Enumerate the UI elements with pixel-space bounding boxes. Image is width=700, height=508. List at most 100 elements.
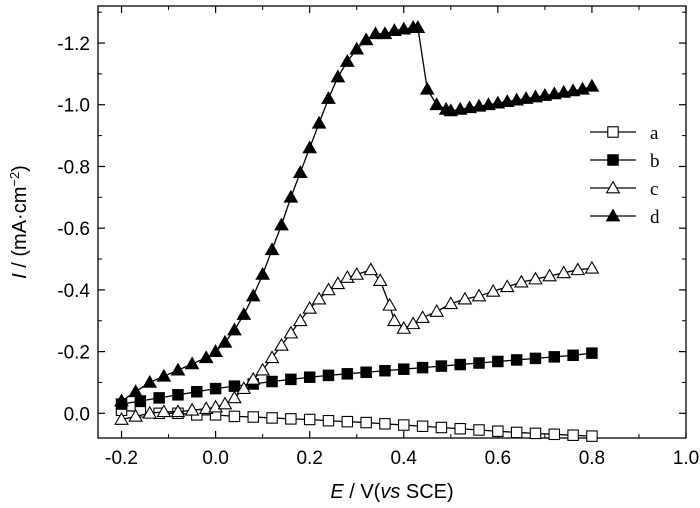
- data-point-a: [473, 424, 485, 436]
- data-point-b: [172, 389, 184, 401]
- y-tick-label: -1.2: [57, 34, 90, 55]
- data-point-b: [435, 360, 448, 372]
- data-point-d: [584, 78, 600, 92]
- data-point-c: [570, 262, 586, 276]
- data-point-a: [322, 414, 335, 427]
- data-point-b: [191, 385, 203, 398]
- data-point-d: [142, 374, 158, 388]
- data-point-a: [435, 421, 448, 434]
- data-point-b: [266, 375, 278, 388]
- data-point-b: [473, 357, 485, 369]
- data-point-c: [156, 404, 172, 418]
- data-point-c: [283, 325, 299, 339]
- x-tick-label: 0.4: [391, 448, 418, 469]
- data-point-d: [283, 189, 299, 203]
- data-point-c: [264, 350, 280, 364]
- data-point-c: [499, 279, 515, 293]
- data-point-d: [184, 356, 200, 370]
- series-b: [115, 347, 598, 410]
- data-point-c: [274, 337, 289, 351]
- series-layer: [114, 20, 600, 442]
- data-point-b: [360, 366, 372, 379]
- data-point-d: [114, 393, 129, 407]
- data-point-a: [303, 413, 316, 426]
- plot-frame: [97, 5, 687, 439]
- data-point-b: [341, 368, 354, 380]
- data-point-d: [410, 20, 426, 33]
- x-tick-label: 0.0: [202, 448, 228, 469]
- y-axis: 0.0 -0.2 -0.4 -0.6 -0.8 -1.0 -1.2: [57, 11, 686, 425]
- data-point-d: [217, 334, 233, 348]
- legend-label-d: d: [650, 207, 660, 228]
- y-tick-label: -0.8: [57, 157, 90, 178]
- data-point-c: [457, 291, 473, 305]
- x-axis-label: E / V(vs SCE): [330, 481, 453, 503]
- x-tick-label: 0.8: [579, 448, 605, 469]
- data-point-c: [405, 316, 421, 330]
- data-point-c: [363, 262, 379, 276]
- legend-label-a: a: [650, 123, 659, 144]
- x-tick-label: 1.0: [673, 448, 699, 469]
- data-point-b: [303, 371, 316, 383]
- legend-label-c: c: [650, 179, 658, 200]
- y-tick-label: -1.0: [57, 96, 90, 117]
- data-point-d: [227, 322, 242, 336]
- data-point-c: [372, 273, 388, 286]
- data-point-d: [302, 140, 318, 154]
- data-point-b: [153, 392, 165, 404]
- data-point-b: [398, 363, 410, 375]
- data-point-c: [311, 291, 327, 305]
- data-point-b: [416, 361, 429, 374]
- x-tick-label: 0.2: [296, 448, 322, 469]
- data-point-d: [321, 91, 336, 104]
- data-point-d: [198, 350, 214, 364]
- data-point-b: [548, 351, 561, 363]
- data-point-c: [556, 265, 572, 279]
- data-point-d: [311, 115, 327, 129]
- legend-marker-d: [605, 208, 621, 222]
- data-point-b: [454, 358, 466, 371]
- x-tick-label: 0.6: [485, 448, 511, 469]
- data-point-b: [586, 347, 598, 359]
- data-point-d: [339, 54, 355, 67]
- data-point-c: [528, 271, 543, 285]
- y-tick-label: -0.4: [57, 281, 90, 302]
- data-point-a: [567, 429, 579, 441]
- data-point-d: [274, 217, 289, 231]
- data-point-a: [510, 426, 523, 439]
- y-tick-label: 0.0: [64, 404, 90, 425]
- y-axis-label: I / (mA·cm−2): [7, 165, 32, 279]
- data-point-b: [322, 369, 335, 382]
- data-point-b: [492, 355, 504, 368]
- plot-border: [97, 5, 687, 439]
- data-point-d: [208, 344, 223, 357]
- data-point-a: [379, 418, 391, 430]
- data-point-d: [349, 41, 365, 55]
- data-point-b: [228, 380, 241, 392]
- data-point-c: [245, 371, 261, 385]
- data-point-c: [321, 282, 336, 296]
- data-point-c: [584, 260, 600, 274]
- y-tick-label: -0.2: [57, 343, 90, 364]
- data-point-c: [170, 404, 186, 418]
- data-point-a: [416, 420, 429, 433]
- data-point-c: [255, 362, 270, 376]
- legend-label-b: b: [650, 151, 660, 172]
- data-point-c: [142, 405, 158, 419]
- data-point-c: [349, 266, 365, 280]
- data-point-c: [471, 288, 487, 302]
- data-point-a: [285, 413, 297, 425]
- data-point-d: [330, 69, 346, 83]
- data-point-d: [170, 362, 186, 376]
- data-point-a: [492, 425, 504, 437]
- data-point-d: [255, 266, 270, 280]
- data-point-c: [184, 402, 200, 416]
- data-point-b: [134, 395, 147, 407]
- data-point-b: [567, 349, 579, 362]
- data-point-c: [128, 408, 143, 422]
- data-point-a: [454, 422, 466, 435]
- data-point-c: [382, 297, 397, 311]
- y-tick-label: -0.6: [57, 219, 90, 240]
